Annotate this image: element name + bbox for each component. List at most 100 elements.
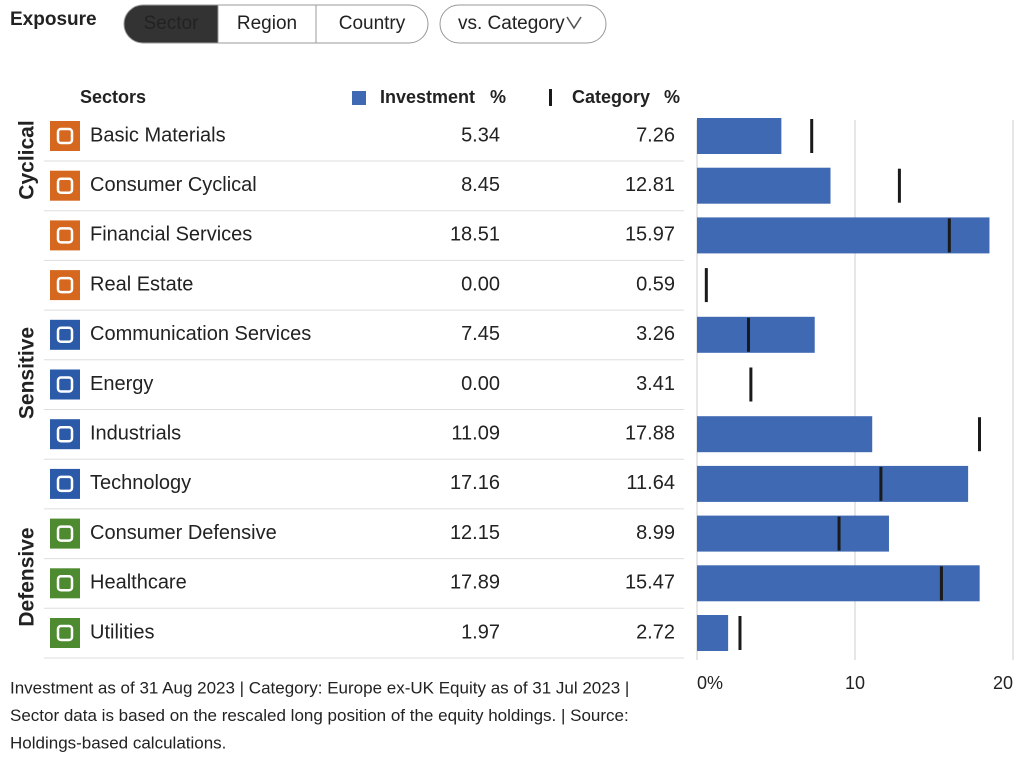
legend-swatch [352, 91, 366, 105]
x-tick-label: 20 [993, 673, 1013, 693]
category-value: 3.41 [636, 373, 675, 395]
category-marker [947, 218, 951, 253]
legend-unit: % [664, 87, 680, 107]
investment-value: 12.15 [450, 522, 500, 544]
sector-icon [50, 220, 80, 251]
title: Exposure [10, 9, 97, 30]
sector-icon [50, 270, 80, 301]
sector-name: Consumer Cyclical [90, 174, 257, 196]
group-label: Defensive [16, 527, 39, 626]
sector-name: Utilities [90, 621, 154, 643]
sector-icon [50, 468, 80, 499]
sector-icon [50, 319, 80, 350]
tab-label[interactable]: Region [237, 13, 297, 34]
bar [697, 416, 873, 453]
tab-selected[interactable] [124, 5, 218, 43]
category-marker [810, 119, 814, 153]
sector-icon-glyph [56, 525, 74, 542]
category-value: 12.81 [625, 174, 675, 196]
bar [697, 515, 889, 552]
bar [697, 565, 980, 602]
category-marker [747, 317, 751, 352]
category-marker [879, 466, 883, 501]
investment-value: 17.16 [450, 472, 500, 494]
legend-unit: % [490, 87, 506, 107]
compare-label[interactable]: vs. Category [458, 13, 565, 34]
sector-icon-glyph [56, 575, 74, 592]
sector-icon [50, 170, 80, 201]
category-marker [749, 367, 753, 402]
sector-icon-glyph [56, 177, 74, 194]
chevron [566, 16, 582, 30]
sector-icon-glyph [56, 326, 74, 344]
bar [697, 167, 831, 204]
legend-label: Category [572, 87, 650, 107]
category-value: 15.47 [625, 572, 675, 594]
investment-value: 11.09 [451, 422, 500, 444]
group-label: Cyclical [16, 120, 39, 199]
investment-value: 5.34 [461, 124, 500, 146]
category-value: 7.26 [636, 124, 675, 146]
sector-icon [50, 121, 80, 151]
sector-name: Energy [90, 373, 153, 395]
category-marker [704, 268, 708, 303]
sector-icon-glyph [56, 624, 74, 642]
investment-value: 18.51 [450, 224, 500, 246]
category-marker [837, 516, 841, 551]
sector-icon [50, 568, 80, 599]
sector-name: Technology [90, 472, 191, 494]
bar [697, 615, 729, 651]
footnote: Investment as of 31 Aug 2023 | Category:… [10, 678, 629, 697]
investment-value: 1.97 [461, 621, 500, 643]
footnote: Holdings-based calculations. [10, 733, 226, 752]
sector-icon-glyph [56, 425, 74, 443]
category-value: 11.64 [626, 472, 675, 494]
column-header: Sectors [80, 87, 146, 107]
sector-name: Communication Services [90, 323, 311, 345]
group-label: Sensitive [16, 327, 39, 419]
sector-icon [50, 618, 80, 648]
sector-name: Financial Services [90, 224, 252, 246]
category-marker [978, 417, 982, 452]
bar [697, 217, 990, 254]
category-value: 3.26 [636, 323, 675, 345]
category-marker [939, 566, 943, 601]
category-value: 0.59 [636, 273, 675, 295]
sector-icon-glyph [56, 127, 74, 145]
investment-value: 17.89 [450, 572, 500, 594]
sector-icon [50, 518, 80, 549]
sector-icon-glyph [56, 376, 74, 393]
sector-icon-glyph [56, 475, 74, 493]
category-value: 17.88 [625, 422, 675, 444]
tab-outline [123, 4, 429, 44]
category-marker [738, 616, 742, 650]
compare-button[interactable] [439, 4, 607, 44]
sector-name: Industrials [90, 422, 181, 444]
sector-icon-glyph [56, 276, 74, 294]
category-marker [897, 168, 901, 203]
bar [697, 316, 815, 353]
x-tick-label: 10 [845, 673, 865, 693]
footnote: Sector data is based on the rescaled lon… [10, 706, 629, 725]
investment-value: 0.00 [461, 373, 500, 395]
sector-name: Consumer Defensive [90, 522, 277, 544]
legend-swatch [549, 89, 552, 106]
category-value: 8.99 [636, 522, 675, 544]
x-tick-label: 0% [697, 673, 723, 693]
investment-value: 8.45 [461, 174, 500, 196]
investment-value: 7.45 [461, 323, 500, 345]
sector-name: Basic Materials [90, 124, 226, 146]
legend-label: Investment [380, 87, 475, 107]
sector-name: Healthcare [90, 572, 187, 594]
sector-icon [50, 419, 80, 450]
investment-value: 0.00 [461, 273, 500, 295]
sector-icon-glyph [56, 227, 74, 244]
sector-name: Real Estate [90, 273, 193, 295]
tab-label[interactable]: Country [339, 13, 406, 34]
category-value: 2.72 [636, 621, 675, 643]
sector-icon [50, 369, 80, 400]
category-value: 15.97 [625, 224, 675, 246]
bar [697, 118, 782, 154]
tab-label[interactable]: Sector [144, 13, 200, 34]
